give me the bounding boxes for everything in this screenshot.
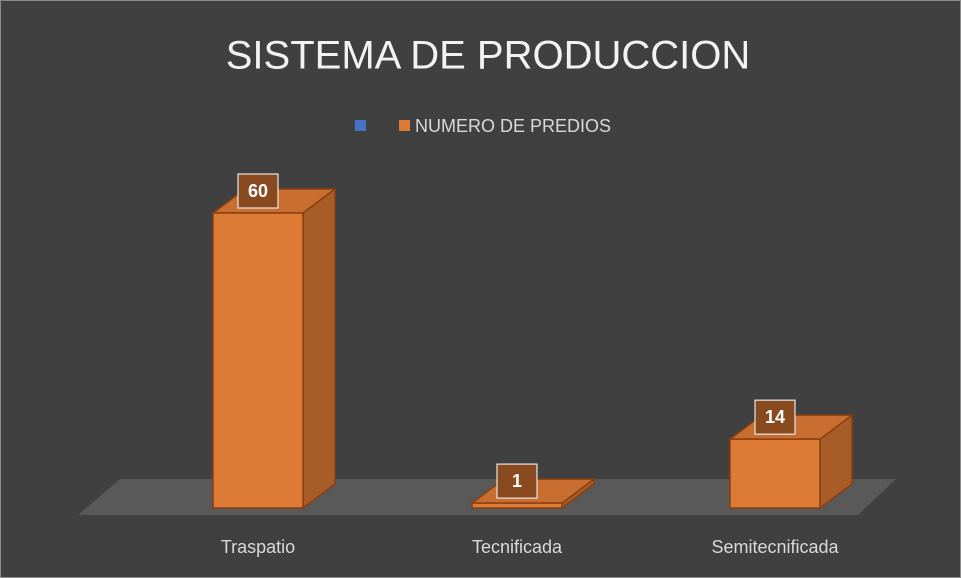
value-label-box bbox=[237, 173, 279, 209]
legend-swatch bbox=[355, 120, 366, 131]
legend-swatch bbox=[399, 120, 410, 131]
value-label-box bbox=[754, 399, 796, 435]
bar bbox=[212, 212, 304, 509]
bar bbox=[729, 438, 821, 509]
bar-side bbox=[302, 187, 336, 510]
value-label: 60 bbox=[248, 181, 268, 201]
value-label: 1 bbox=[512, 471, 522, 491]
value-label: 14 bbox=[765, 407, 785, 427]
x-tick-label: Traspatio bbox=[221, 537, 295, 557]
chart-title: SISTEMA DE PRODUCCION bbox=[226, 34, 751, 78]
x-tick-label: Semitecnificada bbox=[711, 537, 839, 557]
bar bbox=[471, 502, 563, 509]
x-tick-label: Tecnificada bbox=[472, 537, 563, 557]
value-label-box bbox=[496, 463, 538, 499]
legend-label: NUMERO DE PREDIOS bbox=[415, 116, 611, 136]
